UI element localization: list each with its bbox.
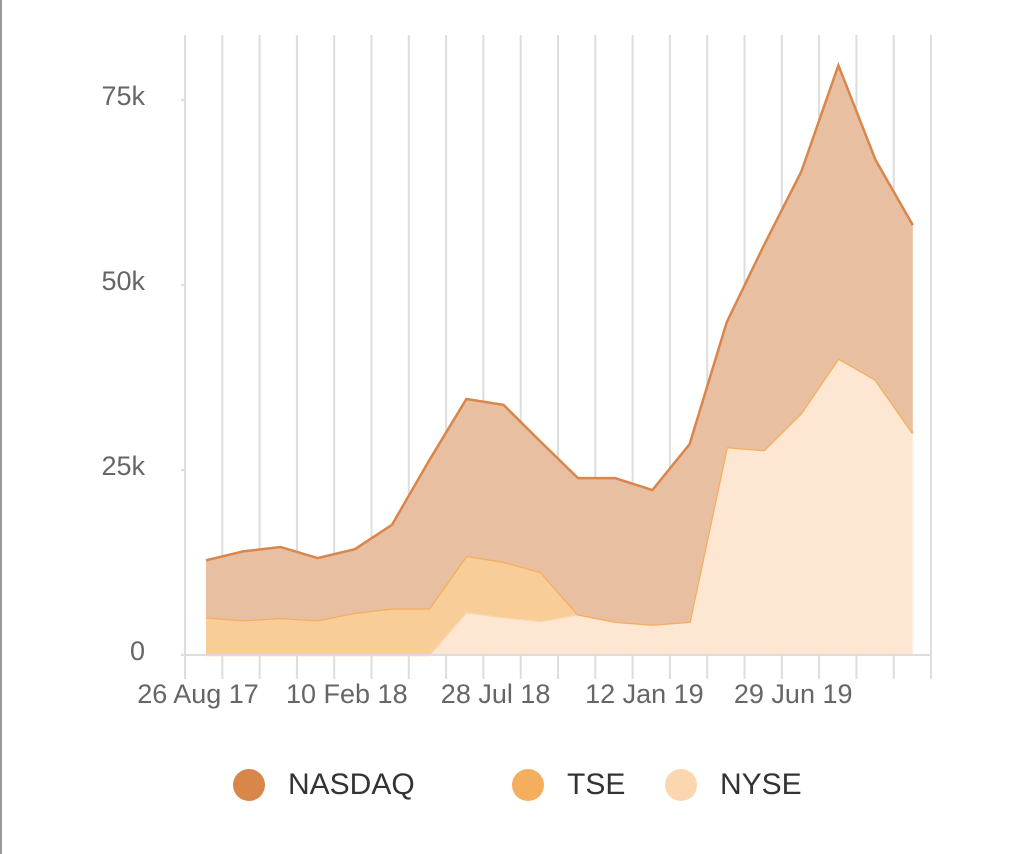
y-tick-label: 75k xyxy=(101,81,145,111)
legend-swatch xyxy=(233,769,265,801)
legend-label: NYSE xyxy=(720,768,802,801)
y-tick-label: 25k xyxy=(101,451,145,481)
area xyxy=(206,358,913,655)
x-tick-label: 26 Aug 17 xyxy=(137,679,259,709)
area xyxy=(206,358,913,655)
x-tick-label: 28 Jul 18 xyxy=(441,679,551,709)
x-tick-label: 12 Jan 19 xyxy=(585,679,704,709)
area xyxy=(206,65,913,625)
legend-swatch xyxy=(512,769,544,801)
x-tick-label: 10 Feb 18 xyxy=(286,679,408,709)
legend: NASDAQ TSE NYSE xyxy=(233,768,802,801)
legend-swatch xyxy=(665,769,697,801)
axes: 0 25k 50k 75k 26 Aug 17 10 Feb 18 28 Jul 18 12 … xyxy=(101,35,932,709)
y-tick-label: 50k xyxy=(101,266,145,296)
area-line xyxy=(205,61,914,562)
y-tick-label: 0 xyxy=(130,636,145,666)
legend-label: TSE xyxy=(567,768,625,801)
areas xyxy=(205,61,914,657)
legend-label: NASDAQ xyxy=(288,768,415,801)
x-tick-label: 29 Jun 19 xyxy=(734,679,853,709)
